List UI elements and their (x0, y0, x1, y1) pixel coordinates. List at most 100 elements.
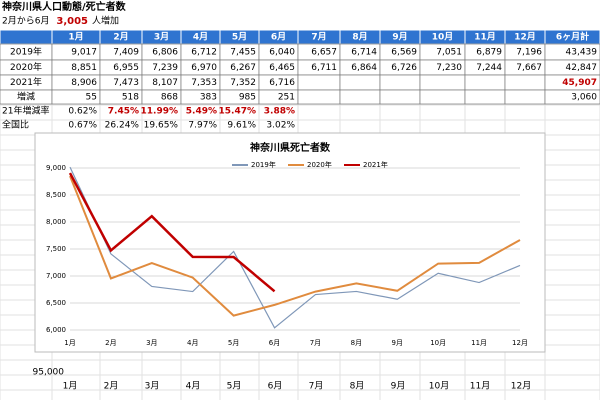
cell-text: 45,907 (562, 78, 597, 88)
header-cell (0, 29, 53, 45)
cell-text: 0.67% (68, 121, 97, 131)
header-text: 4月 (193, 32, 208, 43)
cell-text: 全国比 (2, 119, 29, 131)
cell-text: 8,906 (71, 78, 97, 88)
cell-text: 15.47% (219, 107, 257, 117)
header-text: 3月 (154, 32, 169, 43)
x-tick-label: 9月 (392, 339, 403, 347)
table-cell (379, 74, 421, 91)
y-tick-label: 6,500 (46, 299, 66, 307)
cell-text: 7,667 (516, 63, 542, 73)
cell-text: 6,657 (311, 48, 337, 58)
cell-text: 3.88% (264, 107, 295, 117)
cell-text: 9,017 (71, 48, 97, 58)
table-cell (464, 74, 506, 91)
cell-text: 6,267 (230, 63, 256, 73)
table-cell (297, 74, 341, 91)
cell-text: 7,455 (230, 48, 256, 58)
table-cell (504, 74, 546, 91)
note-label: 2月から6月 (2, 16, 49, 27)
table-cell (504, 89, 546, 105)
cell-text: 7,244 (476, 63, 502, 73)
series-line (68, 172, 276, 293)
x-tick-label: 1月 (64, 339, 75, 347)
x-tick-label: 2月 (105, 339, 116, 347)
series-line (69, 166, 521, 329)
table-cell (297, 89, 341, 105)
cell-text: 6,465 (269, 63, 295, 73)
legend-label: 2021年 (363, 160, 388, 169)
lower-x-tick: 12月 (511, 381, 531, 392)
lower-y-tick: 95,000 (33, 368, 65, 378)
y-tick-label: 9,000 (46, 164, 66, 172)
y-tick-label: 7,500 (46, 245, 66, 253)
lower-x-tick: 7月 (309, 381, 324, 392)
header-text: 1月 (68, 32, 83, 43)
table-cell (339, 89, 381, 105)
legend-label: 2020年 (307, 160, 332, 169)
cell-text: 42,847 (566, 63, 598, 73)
cell-text: 6,806 (152, 48, 178, 58)
table-cell (464, 89, 506, 105)
header-text: 12月 (514, 32, 536, 43)
chart-title: 神奈川県死亡者数 (250, 141, 331, 154)
header-text: 8月 (352, 32, 367, 43)
cell-text: 251 (278, 93, 295, 103)
cell-text: 6,711 (311, 63, 337, 73)
lower-x-tick: 2月 (104, 381, 119, 392)
cell-text: 19.65% (144, 121, 179, 131)
cell-text: 11.99% (141, 107, 179, 117)
legend-label: 2019年 (251, 160, 276, 169)
cell-text: 6,864 (351, 63, 377, 73)
header-text: 5月 (232, 32, 247, 43)
header-text: 10月 (432, 32, 454, 43)
x-tick-label: 3月 (146, 339, 157, 347)
cell-text: 2019年 (10, 46, 42, 58)
cell-text: 6,716 (269, 78, 295, 88)
cell-text: 6,726 (391, 63, 417, 73)
cell-text: 7.45% (108, 107, 139, 117)
x-tick-label: 7月 (310, 339, 321, 347)
cell-text: 6,879 (476, 48, 502, 58)
cell-text: 383 (200, 93, 217, 103)
series-line (69, 175, 521, 317)
lower-x-tick: 4月 (186, 381, 201, 392)
cell-text: 7,230 (436, 63, 462, 73)
x-tick-label: 5月 (228, 339, 239, 347)
y-tick-label: 8,500 (46, 191, 66, 199)
cell-text: 2020年 (10, 61, 42, 73)
lower-x-tick: 8月 (350, 381, 365, 392)
cell-text: 43,439 (566, 48, 598, 58)
sheet-title: 神奈川県人口動態/死亡者数 (2, 0, 127, 13)
cell-text: 6,040 (269, 48, 295, 58)
cell-text: 0.62% (68, 107, 97, 117)
cell-text: 518 (122, 93, 139, 103)
header-text: 11月 (474, 32, 496, 43)
cell-text: 5.49% (186, 107, 217, 117)
cell-text: 7,239 (152, 63, 178, 73)
x-tick-label: 10月 (430, 339, 446, 347)
cell-text: 3.02% (266, 121, 295, 131)
table-cell (419, 74, 466, 91)
lower-x-tick: 11月 (470, 381, 490, 392)
cell-text: 55 (86, 93, 97, 103)
cell-text: 6,714 (351, 48, 377, 58)
table-cell (419, 89, 466, 105)
y-tick-label: 8,000 (46, 218, 66, 226)
y-tick-label: 7,000 (46, 272, 66, 280)
header-text: 2月 (113, 32, 128, 43)
cell-text: 8,851 (71, 63, 97, 73)
cell-text: 7,409 (113, 48, 139, 58)
cell-text: 2021年 (10, 76, 42, 88)
cell-text: 3,060 (571, 93, 597, 103)
table-cell (379, 89, 421, 105)
cell-text: 985 (239, 93, 256, 103)
cell-text: 6,955 (113, 63, 139, 73)
lower-x-tick: 9月 (391, 381, 406, 392)
lower-x-tick: 1月 (63, 381, 78, 392)
x-tick-label: 4月 (187, 339, 198, 347)
cell-text: 26.24% (105, 121, 140, 131)
cell-text: 7,473 (113, 78, 139, 88)
lower-x-tick: 6月 (268, 381, 283, 392)
